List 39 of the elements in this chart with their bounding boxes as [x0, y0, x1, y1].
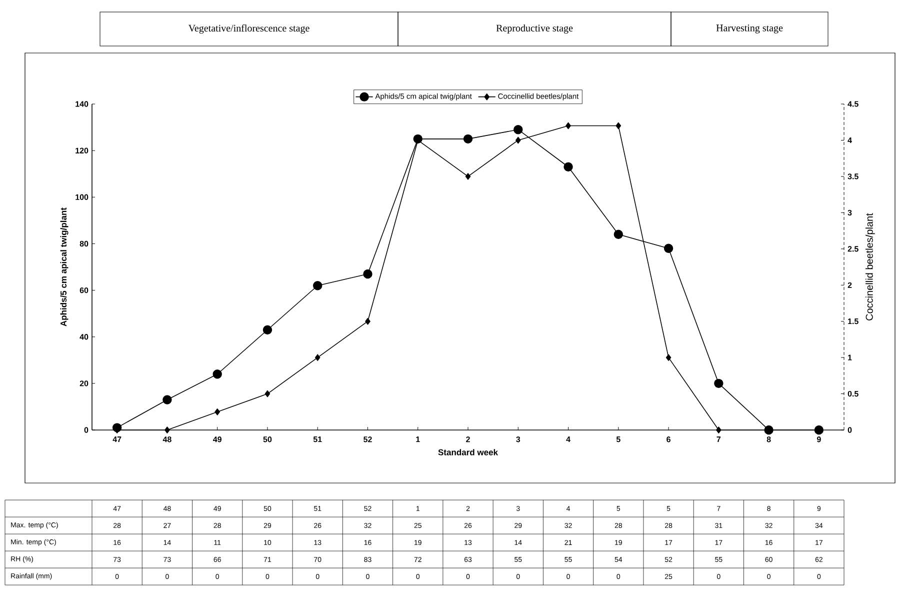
y2-tick-label: 0.5	[848, 390, 858, 397]
x-tick-label: 5	[616, 436, 620, 442]
y2-tick-label: 4	[848, 137, 852, 143]
x-tick-label: 2	[466, 436, 470, 442]
text: Vegetative/inflorescence stage	[188, 24, 310, 34]
text: Reproductive stage	[496, 24, 573, 34]
y-tick-label: 20	[80, 380, 88, 386]
x-tick-label: 7	[716, 436, 721, 442]
y-tick-label: 80	[80, 240, 88, 247]
y2-tick-label: 2	[848, 282, 852, 288]
x-tick-label: 51	[313, 436, 322, 442]
y2-tick-label: 1.5	[848, 318, 858, 324]
y-tick-label: 40	[80, 334, 88, 340]
y2-axis-title: Coccinellid beetles/plant	[866, 213, 875, 320]
x-tick-label: 49	[213, 436, 222, 442]
y2-tick-label: 1	[848, 354, 852, 360]
y2-tick-label: 0	[848, 427, 852, 433]
x-tick-label: 3	[516, 436, 520, 442]
x-axis-title: Standard week	[438, 449, 498, 456]
x-tick-label: 6	[666, 436, 670, 442]
y2-tick-label: 3	[848, 210, 852, 216]
y2-tick-label: 2.5	[848, 246, 858, 252]
x-tick-label: 4	[566, 436, 570, 442]
x-tick-label: 48	[162, 436, 172, 442]
x-tick-label: 1	[416, 436, 420, 442]
x-tick-label: 9	[817, 436, 821, 442]
x-tick-label: 8	[766, 436, 771, 442]
y-axis-title: Aphids/5 cm apical twig/plant	[60, 208, 68, 326]
y-tick-label: 140	[76, 101, 88, 107]
x-tick-label: 52	[364, 436, 372, 442]
y-tick-label: 120	[76, 148, 88, 154]
y-tick-label: 0	[84, 427, 88, 433]
y2-tick-label: 3.5	[848, 174, 858, 180]
x-tick-label: 47	[112, 436, 122, 442]
y2-tick-label: 4.5	[848, 101, 858, 107]
y-tick-label: 100	[76, 194, 88, 200]
x-tick-label: 50	[263, 436, 272, 442]
y-tick-label: 60	[80, 287, 88, 294]
text: Harvesting stage	[716, 24, 783, 34]
